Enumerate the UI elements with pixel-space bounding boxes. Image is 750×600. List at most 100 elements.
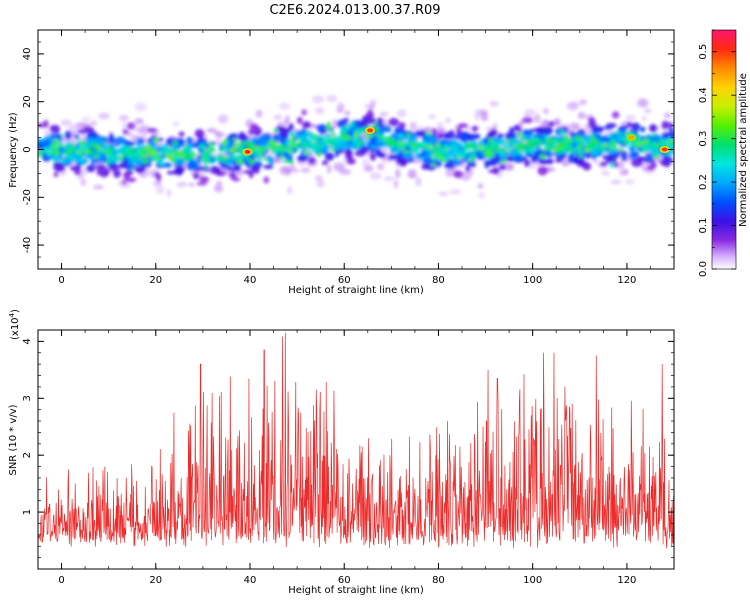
spectrogram-cell	[383, 125, 391, 133]
spectrogram-core-cell	[214, 155, 221, 160]
spectrogram-core-cell	[419, 141, 424, 145]
spectrogram-core-cell	[319, 150, 323, 154]
spectrogram-cell	[301, 121, 312, 129]
spectrogram-cell	[457, 123, 469, 129]
spectrogram-core-cell	[587, 146, 591, 150]
spectrogram-core-cell	[231, 145, 238, 150]
spectrogram-y-tick-label: 0	[22, 146, 33, 152]
spectrogram-core-cell	[545, 138, 552, 142]
spectrogram-core-cell	[447, 153, 452, 158]
spectrogram-cell	[215, 167, 221, 175]
spectrogram-haze-cell	[287, 186, 293, 195]
spectrogram-core-cell	[428, 145, 434, 150]
spectrogram-cell	[251, 136, 259, 145]
spectrogram-haze-cell	[300, 167, 311, 174]
spectrogram-core-cell	[280, 147, 286, 152]
spectrogram-cell	[414, 132, 426, 137]
spectrogram-cell	[626, 122, 633, 128]
spectrogram-core-cell	[238, 145, 245, 151]
spectrogram-core-cell	[617, 147, 624, 152]
spectrogram-axes: 0 20 40 60 80 100 120 -40 -20 0 20 40	[22, 29, 675, 286]
spectrogram-core-cell	[507, 139, 514, 143]
spectrogram-cell	[541, 126, 554, 135]
spectrogram-cell	[471, 126, 479, 132]
spectrogram-haze-cell	[395, 168, 401, 179]
spectrogram-haze-cell	[176, 181, 188, 188]
spectrogram-cell	[344, 149, 353, 154]
spectrogram-cell	[259, 139, 268, 147]
spectrogram-core-cell	[496, 147, 503, 152]
spectrogram-cell	[113, 169, 121, 178]
spectrogram-core-cell	[133, 158, 137, 164]
spectrogram-haze-cell	[279, 102, 291, 111]
spectrogram-cell	[671, 134, 674, 140]
spectrogram-x-tick-label: 60	[338, 275, 351, 286]
spectrogram-core-cell	[377, 134, 384, 140]
spectrogram-haze-cell	[480, 112, 489, 122]
spectrogram-core-cell	[347, 122, 356, 128]
spectrogram-core-cell	[154, 157, 162, 161]
spectrogram-haze-cell	[344, 110, 351, 116]
spectrogram-core-cell	[564, 147, 569, 152]
spectrogram-core-cell	[353, 133, 359, 138]
spectrogram-haze-cell	[90, 120, 98, 126]
spectrogram-core-cell	[539, 154, 547, 159]
spectrogram-haze-cell	[409, 121, 417, 131]
spectrogram-core-cell	[435, 142, 441, 147]
spectrogram-haze-cell	[77, 174, 84, 179]
spectrogram-haze-cell	[644, 108, 652, 114]
spectrogram-haze-cell	[437, 121, 444, 129]
spectrogram-haze-cell	[201, 172, 207, 178]
colorbar-tick-label: 0.2	[698, 174, 709, 190]
spectrogram-haze-cell	[592, 159, 600, 164]
spectrogram-cell	[492, 167, 500, 175]
spectrogram-core-cell	[500, 159, 507, 163]
spectrogram-hot-spot	[628, 135, 635, 140]
spectrogram-core-cell	[602, 148, 606, 152]
spectrogram-core-cell	[50, 143, 54, 147]
spectrogram-hot-spot	[367, 128, 374, 133]
spectrogram-hot-spot	[244, 149, 251, 154]
spectrogram-core-cell	[471, 140, 478, 144]
spectrogram-core-cell	[503, 145, 509, 150]
spectrogram-core-cell	[430, 163, 437, 167]
spectrogram-core-cell	[160, 150, 166, 153]
spectrogram-haze-cell	[370, 99, 377, 108]
spectrogram-cell	[668, 126, 674, 132]
spectrogram-cell	[423, 157, 435, 165]
spectrogram-haze-cell	[333, 162, 346, 172]
spectrogram-core-cell	[368, 133, 374, 138]
spectrogram-core-cell	[652, 152, 656, 156]
spectrogram-core-cell	[642, 144, 650, 149]
spectrogram-haze-cell	[444, 169, 452, 178]
spectrogram-haze-cell	[146, 169, 154, 177]
spectrogram-core-cell	[60, 159, 68, 163]
spectrogram-haze-cell	[478, 192, 486, 199]
spectrogram-haze-cell	[625, 114, 636, 121]
spectrogram-haze-cell	[332, 119, 339, 129]
spectrogram-core-cell	[374, 126, 380, 132]
spectrogram-core-cell	[330, 137, 337, 143]
spectrogram-haze-cell	[568, 122, 579, 132]
spectrogram-cell	[611, 111, 620, 119]
spectrogram-haze-cell	[134, 102, 147, 112]
spectrogram-core-cell	[93, 155, 100, 159]
spectrogram-cell	[537, 158, 548, 164]
spectrogram-cell	[252, 164, 260, 174]
spectrogram-core-cell	[71, 148, 77, 154]
spectrogram-core-cell	[252, 150, 260, 154]
spectrogram-core-cell	[425, 131, 432, 137]
colorbar: 0.0 0.1 0.2 0.3 0.4 0.5 Normalized spectral a…	[698, 29, 749, 277]
spectrogram-core-cell	[557, 143, 564, 149]
spectrogram-core-cell	[555, 141, 560, 144]
spectrogram-cell	[52, 165, 64, 171]
spectrogram-cell	[392, 154, 403, 160]
spectrogram-core-cell	[113, 159, 119, 163]
colorbar-frame	[711, 29, 737, 270]
spectrogram-core-cell	[330, 130, 335, 137]
snr-x-tick-label: 100	[523, 575, 542, 586]
spectrogram-cell	[596, 126, 604, 132]
spectrogram-cell	[354, 127, 364, 135]
spectrogram-core-cell	[520, 136, 526, 142]
spectrogram-cell	[296, 116, 303, 125]
